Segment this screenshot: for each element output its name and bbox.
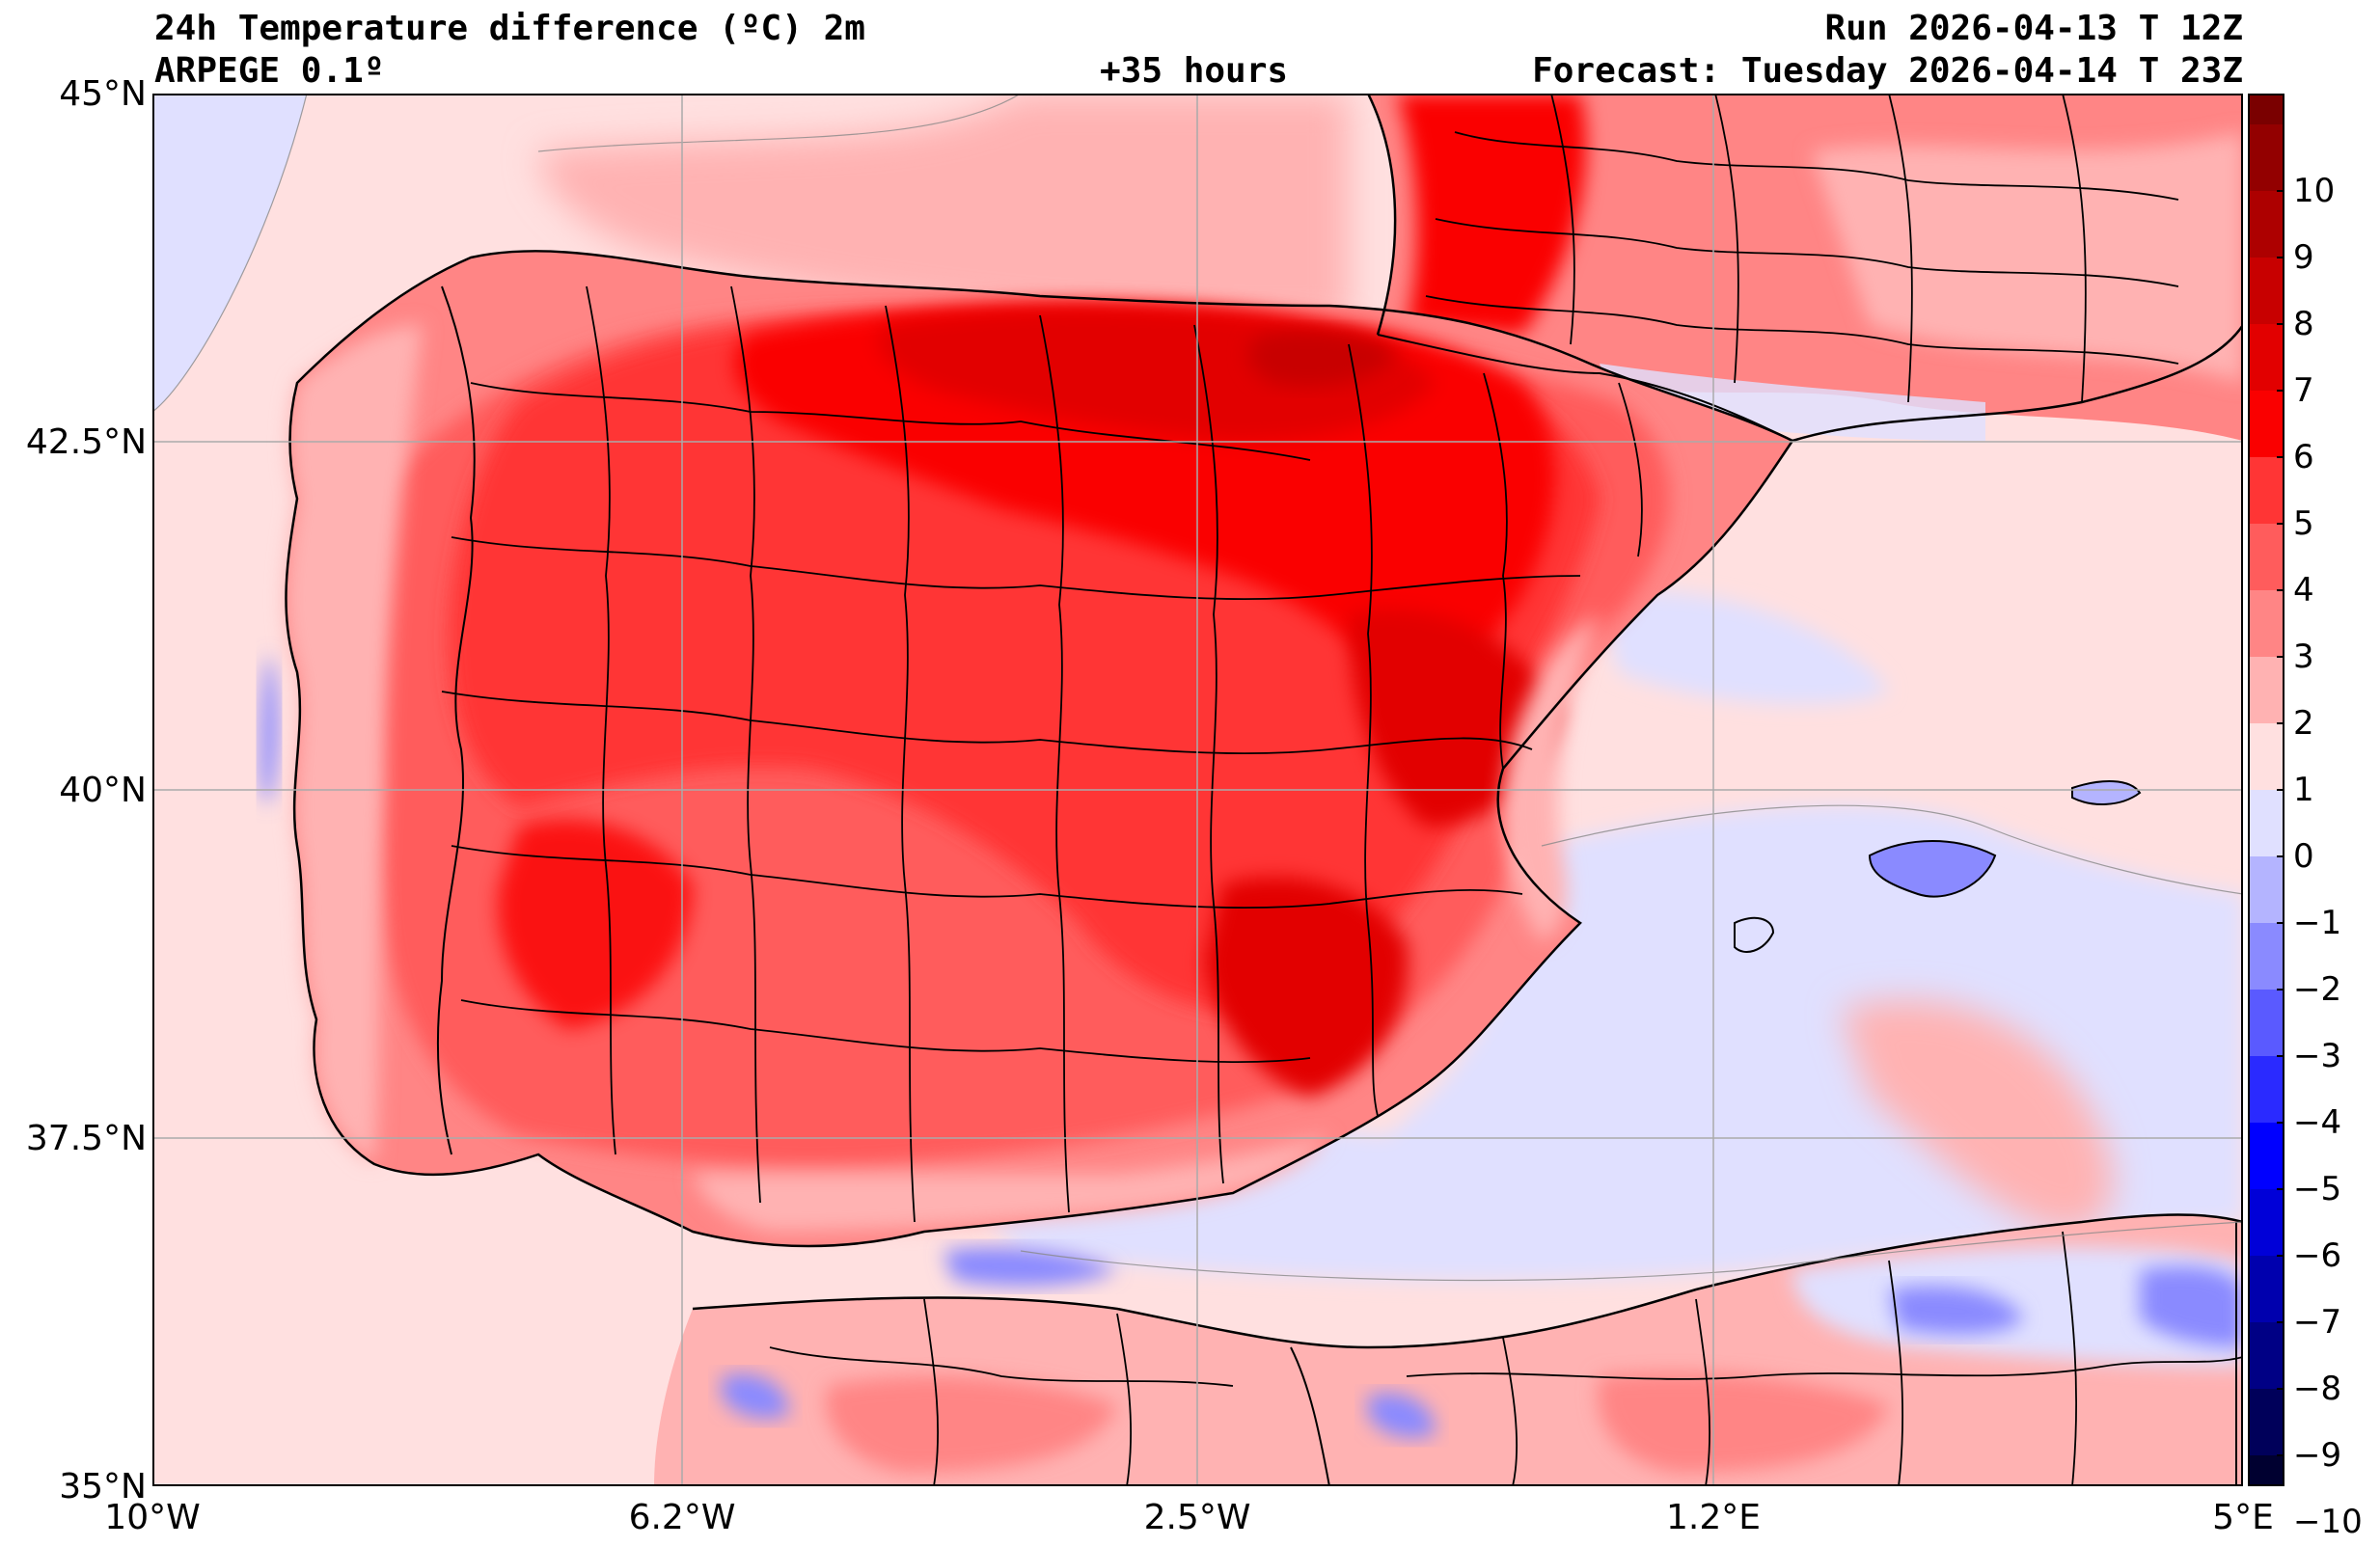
map-panel (152, 94, 2243, 1486)
colorbar-tick-label: −7 (2293, 1303, 2342, 1342)
colorbar-tick-label: −10 (2293, 1503, 2363, 1541)
alboran-cool-patch (944, 1247, 1117, 1287)
contour-lines (152, 94, 2243, 1282)
graticule (152, 94, 2243, 1486)
balearic-mallorca (1868, 840, 1997, 898)
model-label: ARPEGE 0.1º (154, 51, 385, 91)
colorbar-tick-label: 8 (2293, 305, 2314, 343)
morocco-warm-patch (826, 1375, 1117, 1473)
portugal-coast-light (286, 325, 423, 1164)
colorbar-swatch (2248, 524, 2284, 591)
forecast-label: Forecast: Tuesday 2026-04-14 T 23Z (1532, 51, 2243, 91)
colorbar-swatch (2248, 990, 2284, 1057)
colorbar-swatch (2248, 1322, 2284, 1390)
colorbar-swatch (2248, 923, 2284, 991)
chart-title: 24h Temperature difference (ºC) 2m (154, 9, 865, 48)
colorbar-swatch (2248, 590, 2284, 658)
levante-coast-light (1503, 614, 1600, 942)
colorbar-swatch (2248, 790, 2284, 857)
lon-label-6-2w: 6.2°W (628, 1498, 736, 1537)
colorbar-swatch (2248, 191, 2284, 258)
atlantic-cool-streak (260, 653, 279, 804)
colorbar-tick-label: 4 (2293, 571, 2314, 610)
colorbar-swatch (2248, 457, 2284, 525)
france-east-light (1812, 132, 2243, 383)
colorbar-swatch (2248, 1056, 2284, 1124)
province-boundaries (441, 285, 1643, 1223)
lon-label-2-5w: 2.5°W (1143, 1498, 1251, 1537)
warm-layer-7c (1248, 331, 1397, 387)
lat-label-35n: 35°N (59, 1467, 147, 1506)
colorbar-swatch (2248, 391, 2284, 458)
balearic-menorca (2071, 780, 2142, 805)
colorbar-tick-label: −2 (2293, 970, 2342, 1009)
colorbar-swatch (2248, 1189, 2284, 1257)
lat-label-37-5n: 37.5°N (25, 1119, 147, 1158)
lon-label-10w: 10°W (104, 1498, 201, 1537)
oran-cool-patch (1368, 1393, 1436, 1438)
map-frame (152, 94, 2243, 1486)
colorbar-swatch (2248, 856, 2284, 924)
colorbar-tick-label: 7 (2293, 371, 2314, 410)
africa-admin-boundaries (769, 1231, 2243, 1486)
france-med-coastline (1792, 324, 2243, 443)
lat-label-40n: 40°N (59, 771, 147, 810)
colorbar-tick-label: 3 (2293, 638, 2314, 676)
lat-label-45n: 45°N (59, 74, 147, 114)
southwest-warm-core (498, 819, 693, 1029)
colorbar-tick-label: 2 (2293, 704, 2314, 743)
africa-coastline (692, 1213, 2243, 1349)
atlantic-cool-area (152, 94, 307, 412)
colorbar-swatch (2248, 124, 2284, 192)
colorbar-tick-label: 1 (2293, 771, 2314, 809)
colorbar-tick-label: −8 (2293, 1370, 2342, 1408)
north-africa-cool-zone (1792, 1247, 2243, 1367)
lat-label-42-5n: 42.5°N (25, 422, 147, 462)
iberia-coastline (285, 250, 1794, 1248)
north-africa-cool-patch (1889, 1286, 2024, 1335)
colorbar-tick-label: 9 (2293, 238, 2314, 277)
balearic-ibiza (1734, 916, 1775, 953)
colorbar-tick-label: −9 (2293, 1436, 2342, 1475)
france-coastline (1366, 94, 1397, 336)
colorbar-tick-label: 0 (2293, 837, 2314, 876)
colorbar (2248, 94, 2284, 1486)
colorbar-swatch (2248, 723, 2284, 791)
colorbar-swatch (2248, 324, 2284, 392)
lon-label-1-2e: 1.2°E (1666, 1498, 1761, 1537)
colorbar-swatch (2248, 258, 2284, 325)
ebro-delta-cool (1600, 591, 1889, 705)
colorbar-swatch (2248, 1389, 2284, 1456)
colorbar-tick-label: −3 (2293, 1037, 2342, 1075)
run-label: Run 2026-04-13 T 12Z (1824, 9, 2243, 48)
colorbar-swatch (2248, 1455, 2284, 1486)
algeria-warm-patch (1598, 1372, 1889, 1473)
colorbar-tick-label: −5 (2293, 1170, 2342, 1208)
france-department-boundaries (1425, 94, 2179, 403)
colorbar-tick-label: −6 (2293, 1236, 2342, 1275)
morocco-algeria-border (1290, 1346, 1330, 1486)
murcia-warm-core (1204, 877, 1409, 1097)
morocco-cool-patch (722, 1373, 789, 1419)
biscay-warm-band (538, 94, 1349, 327)
france-warm-core (1397, 94, 1587, 335)
temperature-difference-map (152, 94, 2243, 1486)
colorbar-tick-label: −1 (2293, 904, 2342, 942)
andalucia-coast-light (693, 1135, 1329, 1232)
med-warm-plume (1841, 1000, 2114, 1232)
colorbar-tick-label: 5 (2293, 504, 2314, 543)
portugal-spain-border (436, 285, 476, 1155)
spain-france-border (1377, 334, 1793, 442)
colorbar-tick-label: 10 (2293, 172, 2336, 210)
lead-time-label: +35 hours (1100, 51, 1289, 91)
colorbar-tick-label: 6 (2293, 438, 2314, 476)
colorbar-swatch (2248, 94, 2284, 125)
colorbar-swatch (2248, 1256, 2284, 1323)
north-africa-cool-patch-2 (2140, 1266, 2243, 1347)
lon-label-5e: 5°E (2212, 1498, 2274, 1537)
colorbar-tick-label: −4 (2293, 1103, 2342, 1142)
colorbar-svg (2248, 94, 2284, 1486)
colorbar-swatch (2248, 1123, 2284, 1190)
colorbar-swatch (2248, 657, 2284, 724)
